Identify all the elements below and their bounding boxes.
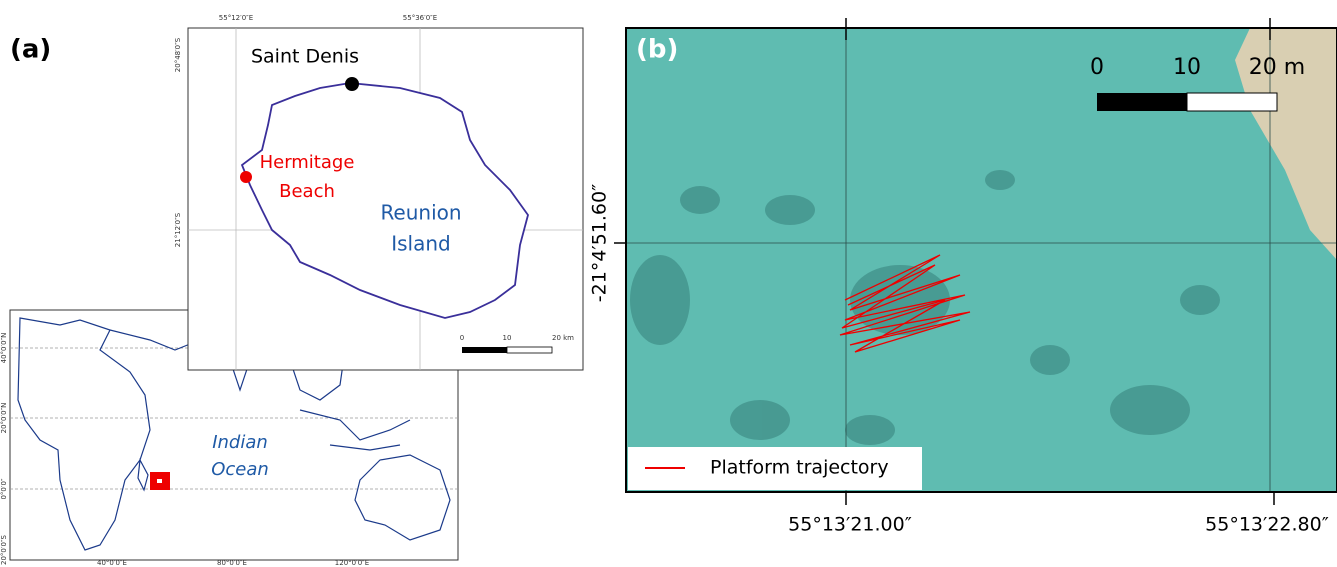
ocean-label: Ocean [211,459,269,480]
scale-bar [1097,93,1187,111]
inset-x-label: 55°12′0″E [219,14,253,22]
panel-label: (b) [636,35,678,65]
place-label: Hermitage [260,152,355,173]
y-label: -21°4′51.60″ [589,184,611,302]
scale-label: 10 [503,334,512,342]
saint-denis-point [345,77,359,91]
aerial-image: (b) Platform trajectory 55°13′21.00″ 55°… [589,18,1337,536]
place-label: Saint Denis [251,46,359,68]
hermitage-point [240,171,252,183]
inset-x-label: 55°36′0″E [403,14,437,22]
scale-label: 0 [1090,55,1104,80]
scale-bar [506,346,553,354]
world-x-label: 120°0′0″E [335,559,369,567]
island-label: Island [391,232,451,256]
island-outline [240,82,529,319]
inset-y-label: 20°48′0″S [174,37,182,72]
island-label: Reunion [380,201,461,225]
x-label: 55°13′22.80″ [1205,514,1329,536]
world-y-label: 20°0′0″S [0,534,8,565]
scale-label: 20 km [552,334,574,342]
platform-trajectory [839,254,971,353]
scale-label: 20 m [1249,55,1305,80]
inset-map: Saint Denis Hermitage Beach Reunion Isla… [187,27,584,371]
reef-patches [630,170,1220,445]
ocean-label: Indian [212,432,268,453]
place-label: Beach [279,181,335,202]
sand [1235,28,1337,260]
world-y-label: 40°0′0″N [0,333,8,364]
inset-y-label: 21°12′0″S [174,212,182,247]
location-marker-inner [157,479,162,483]
scale-label: 0 [460,334,464,342]
world-y-label: 20°0′0″N [0,403,8,434]
scale-bar [1186,92,1278,112]
scale-bar [462,347,507,353]
legend-label: Platform trajectory [710,457,889,479]
world-x-label: 40°0′0″E [97,559,127,567]
scale-label: 10 [1173,55,1201,80]
world-y-label: 0°0′0″ [0,478,8,499]
image-frame [625,27,1337,493]
panel-label: (a) [10,35,51,65]
x-label: 55°13′21.00″ [788,514,912,536]
world-x-label: 80°0′0″E [217,559,247,567]
